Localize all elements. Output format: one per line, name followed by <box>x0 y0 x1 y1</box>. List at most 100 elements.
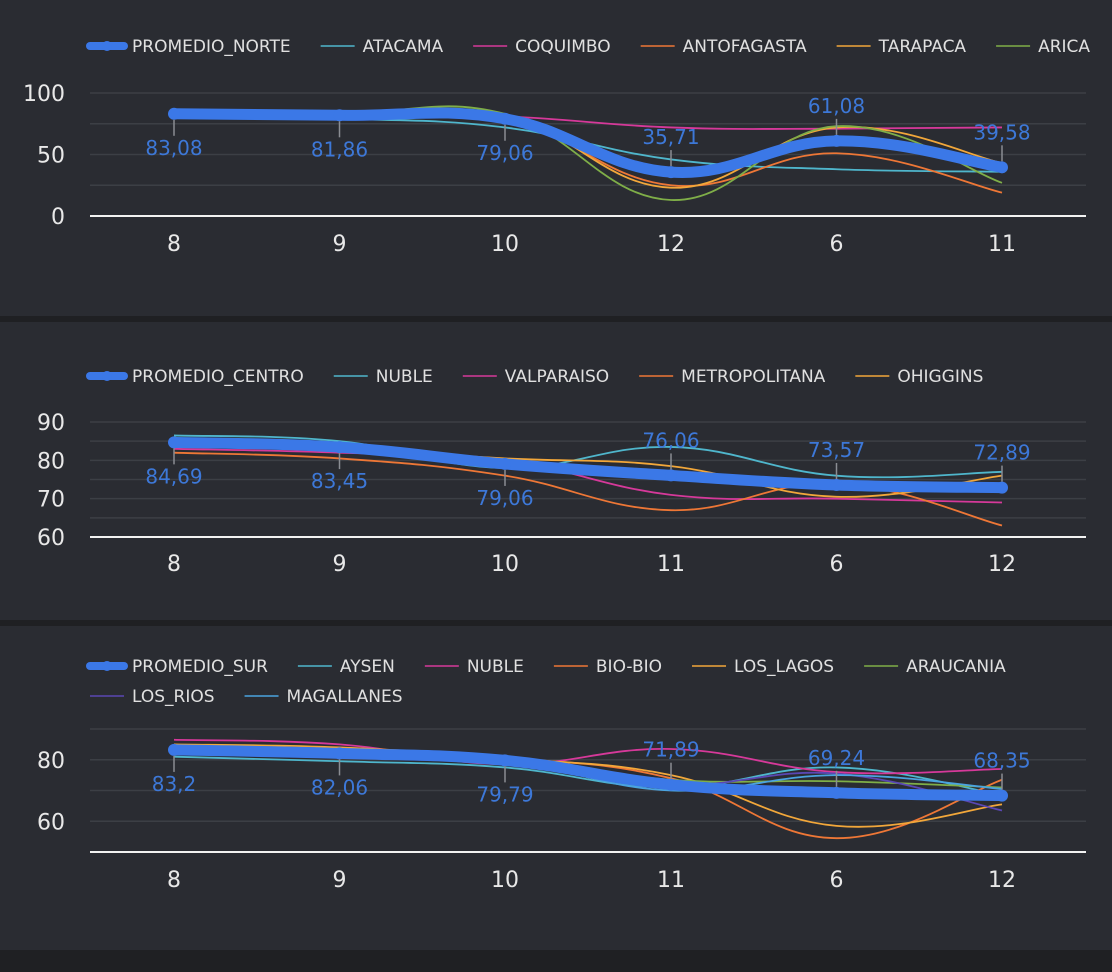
series-line-nuble[interactable] <box>173 738 1003 775</box>
y-tick-label: 70 <box>37 488 65 513</box>
y-tick-label: 80 <box>37 449 65 474</box>
data-point[interactable] <box>499 754 511 767</box>
data-label: 61,08 <box>808 94 865 118</box>
x-tick-label: 6 <box>830 868 844 893</box>
legend-item[interactable]: ARAUCANIA <box>864 657 1006 677</box>
legend-item[interactable]: LOS_RIOS <box>90 687 215 707</box>
series-line-promedio_centro[interactable] <box>168 436 1008 494</box>
data-point[interactable] <box>499 112 511 125</box>
x-tick-label: 11 <box>988 232 1016 257</box>
data-label: 81,86 <box>311 137 368 161</box>
x-tick-label: 6 <box>830 232 844 257</box>
data-point[interactable] <box>830 478 843 491</box>
x-tick-label: 9 <box>333 232 347 257</box>
y-tick-label: 60 <box>37 526 65 551</box>
x-tick-label: 8 <box>167 868 181 893</box>
y-tick-label: 60 <box>37 810 65 835</box>
legend-label: BIO-BIO <box>596 657 662 677</box>
data-label: 83,2 <box>152 772 197 796</box>
legend-label: PROMEDIO_SUR <box>132 657 268 677</box>
data-label: 83,08 <box>145 136 202 160</box>
data-point[interactable] <box>499 457 511 470</box>
legend-item[interactable]: TARAPACA <box>836 37 967 57</box>
legend-label: AYSEN <box>340 657 395 677</box>
data-label: 82,06 <box>311 775 368 799</box>
legend-item[interactable]: ATACAMA <box>320 37 444 57</box>
data-label: 79,06 <box>476 486 533 510</box>
chart-centro: 60 70 80 90 8 9 10 11 6 12 PROMEDIO_CENTRO NUBLE VAL… <box>37 367 1086 577</box>
legend-item[interactable]: PROMEDIO_NORTE <box>86 37 291 57</box>
data-point[interactable] <box>830 786 843 799</box>
chart-panel-norte: 0 50 100 8 9 10 12 6 11 PROMEDIO_NORTE ATACAMA COQU… <box>0 0 1112 316</box>
data-point[interactable] <box>333 441 346 454</box>
legend-item[interactable]: METROPOLITANA <box>639 367 826 387</box>
y-tick-label: 90 <box>37 411 65 436</box>
legend-label: LOS_LAGOS <box>734 657 834 677</box>
chart-panel-sur: 60 80 8 9 10 11 6 12 PROMEDIO_SUR AYSEN NUBLE BIO-B… <box>0 626 1112 950</box>
data-point[interactable] <box>665 778 677 791</box>
legend-item[interactable]: NUBLE <box>424 657 524 677</box>
data-point[interactable] <box>168 743 180 756</box>
legend-item[interactable]: AYSEN <box>297 657 395 677</box>
legend-item[interactable]: NUBLE <box>333 367 433 387</box>
x-tick-label: 10 <box>491 552 519 577</box>
x-tick-label: 12 <box>988 552 1016 577</box>
data-point[interactable] <box>333 747 346 760</box>
x-tick-label: 11 <box>657 552 685 577</box>
data-label: 79,79 <box>476 782 533 806</box>
legend-item[interactable]: ANTOFAGASTA <box>640 37 807 57</box>
legend-swatch-dot <box>102 661 112 671</box>
data-label: 76,06 <box>642 428 699 452</box>
data-point[interactable] <box>996 161 1008 174</box>
chart-panel-centro: 60 70 80 90 8 9 10 11 6 12 PROMEDIO_CENTRO NUBLE VAL… <box>0 322 1112 620</box>
data-point[interactable] <box>168 436 180 449</box>
legend-label: MAGALLANES <box>287 687 403 707</box>
x-tick-label: 12 <box>657 232 685 257</box>
legend-item[interactable]: MAGALLANES <box>244 687 403 707</box>
data-label: 35,71 <box>642 125 699 149</box>
series-line-promedio_sur[interactable] <box>168 744 1008 802</box>
data-point[interactable] <box>665 469 677 482</box>
series-line-aysen[interactable] <box>173 755 1003 797</box>
x-tick-label: 6 <box>830 552 844 577</box>
legend-label: ATACAMA <box>363 37 444 57</box>
legend-item[interactable]: OHIGGINS <box>855 367 983 387</box>
data-label: 71,89 <box>642 738 699 762</box>
legend-swatch-dot <box>102 41 112 51</box>
data-point[interactable] <box>168 107 180 120</box>
data-label: 68,35 <box>973 749 1030 773</box>
legend-label: ARICA <box>1038 37 1090 57</box>
legend-label: OHIGGINS <box>897 367 983 387</box>
x-tick-label: 11 <box>657 868 685 893</box>
data-point[interactable] <box>333 109 346 122</box>
legend-label: TARAPACA <box>878 37 967 57</box>
legend-label: ARAUCANIA <box>906 657 1006 677</box>
data-point[interactable] <box>665 166 677 179</box>
legend-item[interactable]: LOS_LAGOS <box>692 657 834 677</box>
data-point[interactable] <box>830 134 843 147</box>
series-line-los_lagos[interactable] <box>173 743 1003 828</box>
chart-sur: 60 80 8 9 10 11 6 12 PROMEDIO_SUR AYSEN NUBLE BIO-B… <box>37 657 1086 893</box>
legend-item[interactable]: COQUIMBO <box>473 37 611 57</box>
legend-item[interactable]: ARICA <box>996 37 1090 57</box>
series-line-promedio_norte[interactable] <box>168 107 1008 178</box>
legend-item[interactable]: PROMEDIO_CENTRO <box>86 367 304 387</box>
data-label: 72,89 <box>973 441 1030 465</box>
data-label: 83,45 <box>311 469 368 493</box>
series-line-nuble[interactable] <box>173 434 1003 479</box>
data-point[interactable] <box>996 789 1008 802</box>
x-tick-label: 10 <box>491 868 519 893</box>
data-point[interactable] <box>996 481 1008 494</box>
legend-item[interactable]: BIO-BIO <box>553 657 662 677</box>
legend-item[interactable]: VALPARAISO <box>462 367 609 387</box>
y-tick-label: 50 <box>37 144 65 169</box>
y-tick-label: 80 <box>37 749 65 774</box>
data-label: 73,57 <box>808 438 865 462</box>
legend-label: PROMEDIO_CENTRO <box>132 367 304 387</box>
y-tick-label: 100 <box>23 82 65 107</box>
series-line-valparaiso[interactable] <box>173 447 1003 504</box>
x-tick-label: 12 <box>988 868 1016 893</box>
data-label: 69,24 <box>808 746 865 770</box>
y-tick-label: 0 <box>51 205 65 230</box>
legend-item[interactable]: PROMEDIO_SUR <box>86 657 268 677</box>
